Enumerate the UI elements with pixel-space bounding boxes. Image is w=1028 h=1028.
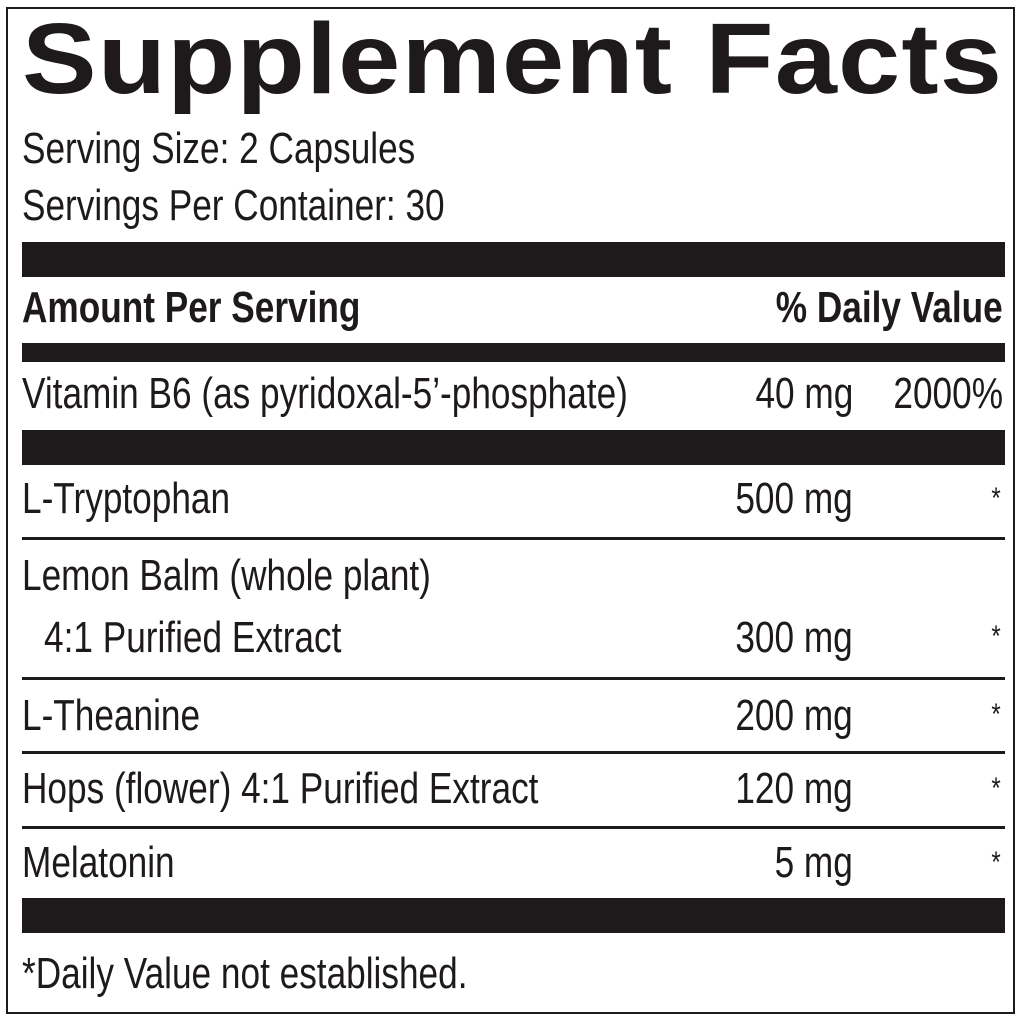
ingredient-dv: * [991, 846, 1001, 879]
divider-thin [22, 751, 1005, 754]
page-title: Supplement Facts [22, 3, 1003, 115]
divider-thick [22, 430, 1005, 465]
ingredient-dv: * [991, 772, 1001, 805]
divider-medium [22, 343, 1005, 362]
ingredient-name-continued: 4:1 Purified Extract [44, 613, 342, 662]
divider-thick [22, 898, 1005, 933]
divider-thin [22, 537, 1005, 540]
ingredient-dv: * [991, 620, 1001, 653]
ingredient-amount: 40 mg [755, 369, 853, 418]
ingredient-amount: 120 mg [735, 764, 853, 813]
servings-per-container: Servings Per Container: 30 [22, 181, 445, 230]
ingredient-name: Hops (flower) 4:1 Purified Extract [22, 764, 539, 813]
ingredient-name: L-Tryptophan [22, 474, 231, 523]
ingredient-dv: * [991, 698, 1001, 731]
ingredient-amount: 300 mg [735, 613, 853, 662]
ingredient-dv: * [991, 482, 1001, 515]
divider-thin [22, 826, 1005, 829]
ingredient-dv: 2000% [893, 369, 1003, 418]
label-border [6, 7, 1015, 1014]
serving-size: Serving Size: 2 Capsules [22, 124, 416, 173]
ingredient-name: Lemon Balm (whole plant) [22, 551, 431, 600]
daily-value-header: % Daily Value [776, 283, 1003, 332]
divider-thick [22, 242, 1005, 277]
divider-thin [22, 677, 1005, 680]
ingredient-amount: 500 mg [735, 474, 853, 523]
ingredient-amount: 5 mg [774, 838, 853, 887]
ingredient-name: Melatonin [22, 838, 175, 887]
ingredient-name: L-Theanine [22, 691, 201, 740]
footnote: *Daily Value not established. [22, 949, 468, 998]
amount-per-serving-header: Amount Per Serving [22, 283, 361, 332]
ingredient-amount: 200 mg [735, 691, 853, 740]
ingredient-name: Vitamin B6 (as pyridoxal-5’-phosphate) [22, 369, 628, 418]
